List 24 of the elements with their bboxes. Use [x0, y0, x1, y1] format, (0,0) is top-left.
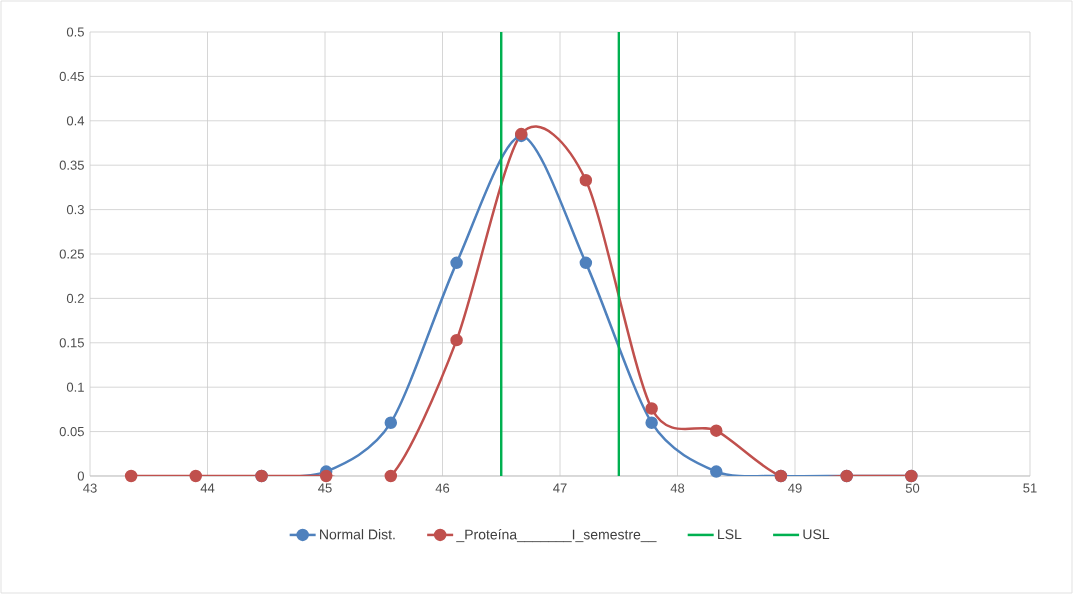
- y-tick-label: 0.35: [59, 160, 84, 170]
- x-tick-label: 45: [318, 483, 332, 493]
- y-tick-label: 0: [77, 471, 84, 481]
- x-tick-label: 43: [83, 483, 97, 493]
- legend-label: LSL: [718, 529, 742, 540]
- x-tick-label: 47: [553, 483, 567, 493]
- y-tick-label: 0.4: [66, 116, 85, 126]
- x-tick-label: 51: [1023, 483, 1037, 493]
- x-tick-label: 44: [200, 483, 215, 493]
- y-tick-label: 0.15: [59, 338, 84, 348]
- legend-label: Normal Dist.: [320, 529, 395, 540]
- y-tick-label: 0.2: [66, 293, 84, 303]
- y-tick-label: 0.1: [66, 382, 84, 392]
- x-tick-label: 49: [788, 483, 802, 493]
- legend-label: _Proteína_______I_semestre__: [456, 529, 657, 543]
- x-tick-label: 46: [435, 483, 450, 493]
- y-tick-label: 0.5: [66, 27, 84, 37]
- y-tick-label: 0.3: [66, 204, 84, 215]
- legend-label: USL: [803, 529, 830, 540]
- y-tick-label: 0.45: [59, 71, 84, 81]
- y-tick-label: 0.05: [59, 426, 84, 437]
- x-tick-label: 48: [670, 483, 685, 493]
- x-tick-label: 50: [905, 483, 920, 493]
- y-tick-label: 0.25: [59, 249, 84, 259]
